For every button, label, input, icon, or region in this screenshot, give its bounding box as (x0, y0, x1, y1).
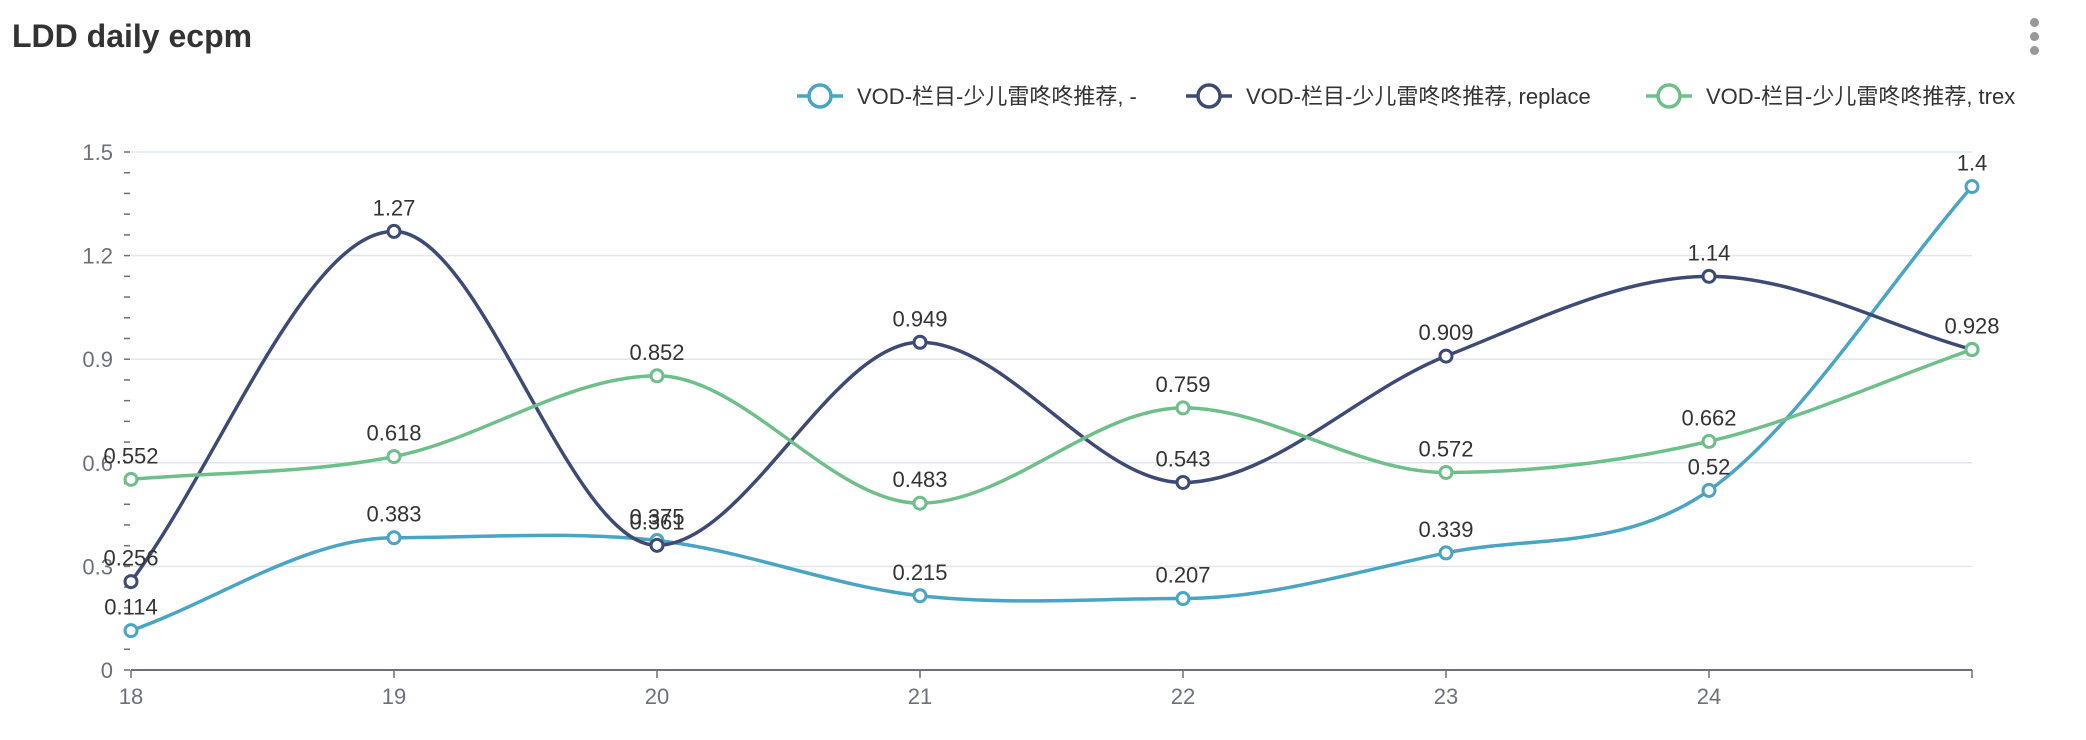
data-point (386, 223, 402, 239)
data-label: 0.339 (1418, 517, 1473, 542)
data-label: 0.759 (1155, 372, 1210, 397)
data-label: 0.618 (366, 421, 421, 446)
y-tick-label: 1.5 (82, 140, 113, 165)
data-point (386, 449, 402, 465)
legend-marker (1656, 83, 1682, 109)
grid-lines (131, 151, 1972, 568)
data-label: 1.27 (373, 195, 416, 220)
data-label: 0.949 (892, 306, 947, 331)
data-point (649, 537, 665, 553)
y-tick-label: 0.6 (82, 451, 113, 476)
data-label: 0.909 (1418, 320, 1473, 345)
data-label: 0.114 (104, 595, 157, 620)
data-point (123, 471, 139, 487)
x-tick-label: 20 (645, 684, 669, 709)
y-tick-label: 0.9 (82, 347, 113, 372)
data-label: 0.215 (892, 560, 947, 585)
data-point (386, 530, 402, 546)
x-tick-label: 21 (908, 684, 932, 709)
y-tick-label: 1.2 (82, 244, 113, 269)
series-lines (123, 179, 1980, 639)
legend-label: VOD-栏目-少儿雷咚咚推荐, - (857, 84, 1137, 109)
y-tick-label: 0.3 (82, 554, 113, 579)
data-label: 0.256 (103, 546, 158, 571)
data-label: 0.552 (103, 443, 158, 468)
legend-label: VOD-栏目-少儿雷咚咚推荐, trex (1706, 84, 2015, 109)
data-labels: 0.114 0.383 0.375 0.215 0.207 0.339 0.52 1.4 0.2… (103, 151, 1999, 620)
data-point (123, 574, 139, 590)
data-label: 1.4 (1957, 151, 1988, 176)
data-label: 0.361 (629, 509, 684, 534)
more-vertical-icon[interactable] (2020, 16, 2050, 58)
x-axis: 18 19 20 21 22 23 24 (119, 669, 1973, 709)
data-point (1438, 464, 1454, 480)
chart-title: LDD daily ecpm (12, 18, 253, 54)
data-label: 0.52 (1688, 454, 1731, 479)
x-tick-label: 23 (1434, 684, 1458, 709)
data-point (912, 495, 928, 511)
legend-marker (1196, 83, 1222, 109)
data-label: 0.543 (1155, 446, 1210, 471)
data-label: 0.383 (366, 502, 421, 527)
legend: VOD-栏目-少儿雷咚咚推荐, - VOD-栏目-少儿雷咚咚推荐, replace… (797, 83, 2015, 109)
data-point (1964, 179, 1980, 195)
legend-label: VOD-栏目-少儿雷咚咚推荐, replace (1246, 84, 1591, 109)
data-point (1438, 545, 1454, 561)
data-point (123, 623, 139, 639)
data-point (1438, 348, 1454, 364)
data-label: 0.483 (892, 467, 947, 492)
data-label: 0.572 (1418, 436, 1473, 461)
data-label: 0.375 (629, 505, 684, 530)
data-label: 0.207 (1155, 563, 1210, 588)
data-point (649, 368, 665, 384)
x-tick-label: 24 (1697, 684, 1721, 709)
legend-marker (807, 83, 833, 109)
y-tick-label: 0 (101, 658, 113, 683)
series-line-2 (130, 347, 1973, 505)
data-point (1175, 591, 1191, 607)
data-label: 1.14 (1688, 240, 1731, 265)
x-tick-label: 18 (119, 684, 143, 709)
data-label: 0.662 (1681, 405, 1736, 430)
data-point (1964, 342, 1980, 358)
data-label: 0.852 (629, 340, 684, 365)
data-point (1701, 433, 1717, 449)
data-point (1175, 400, 1191, 416)
x-tick-label: 22 (1171, 684, 1195, 709)
data-point (1701, 268, 1717, 284)
data-label: 0.928 (1944, 314, 1999, 339)
data-point (912, 588, 928, 604)
data-point (912, 334, 928, 350)
x-tick-label: 19 (382, 684, 406, 709)
data-point (1175, 474, 1191, 490)
y-axis: 0 0.3 0.6 0.9 1.2 1.5 (82, 140, 130, 683)
data-point (1701, 482, 1717, 498)
